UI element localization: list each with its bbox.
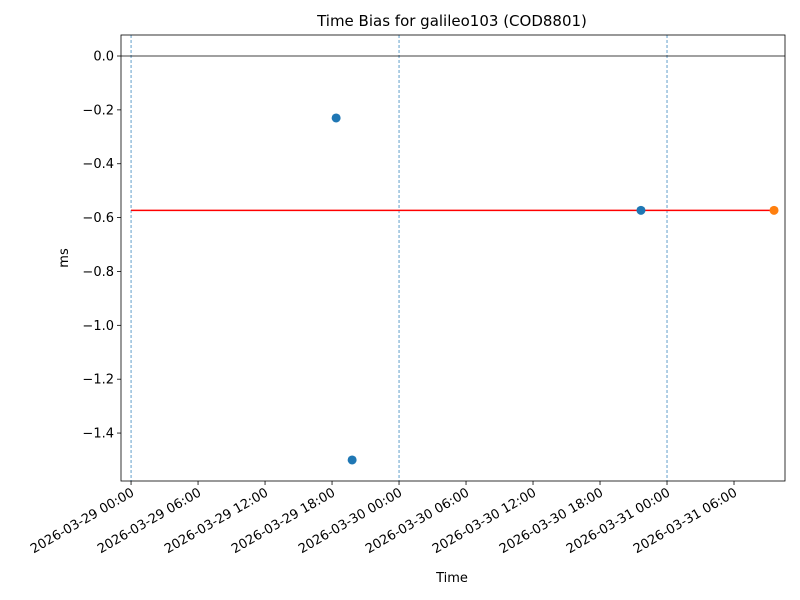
y-tick-label: −0.4 [82, 157, 114, 172]
y-tick-label: −0.6 [82, 211, 114, 226]
y-tick-label: −0.2 [82, 103, 114, 118]
point [636, 205, 646, 215]
point [331, 113, 341, 123]
y-tick-label: −1.2 [82, 373, 114, 388]
chart-title: Time Bias for galileo103 (COD8801) [316, 12, 587, 30]
y-tick-label: −0.8 [82, 265, 114, 280]
point [769, 205, 779, 215]
y-tick-label: −1.4 [82, 427, 114, 442]
y-axis-label: ms [57, 248, 72, 268]
plot-frame [120, 34, 786, 482]
y-tick-label: −1.0 [82, 319, 114, 334]
point [347, 455, 357, 465]
y-tick-label: 0.0 [93, 50, 114, 65]
x-axis-label: Time [435, 571, 468, 586]
